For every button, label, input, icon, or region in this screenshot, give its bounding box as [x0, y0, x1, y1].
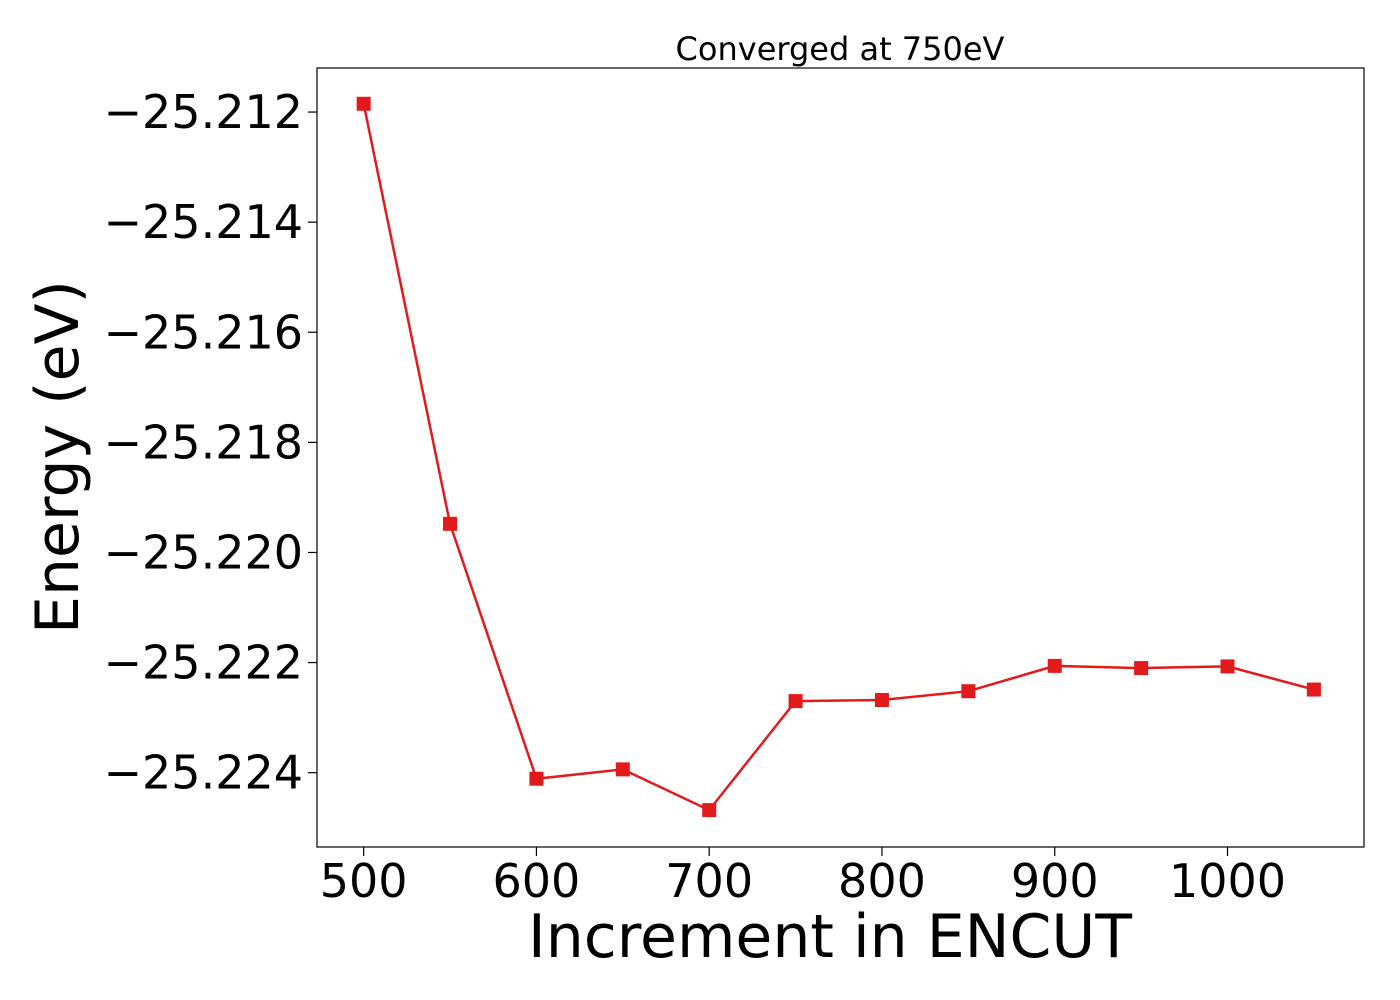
data-point — [961, 684, 976, 699]
x-axis-title: Increment in ENCUT — [528, 902, 1132, 972]
x-tick-label: 600 — [493, 854, 581, 908]
data-point — [1220, 659, 1235, 674]
data-point — [1047, 658, 1062, 673]
x-tick-label: 500 — [320, 854, 408, 908]
x-tick-label: 1000 — [1169, 854, 1286, 908]
y-tick-label: −25.212 — [104, 85, 304, 139]
data-point — [874, 693, 889, 708]
y-axis-ticks: −25.212 −25.214 −25.216 −25.218 −25.220 −25.2… — [104, 85, 317, 800]
data-point — [443, 516, 458, 531]
series-layer — [356, 96, 1321, 818]
data-point — [356, 96, 371, 111]
series-line — [362, 103, 1315, 812]
data-point — [1134, 661, 1149, 676]
y-axis-title: Energy (eV) — [23, 280, 93, 634]
x-tick-label: 700 — [665, 854, 753, 908]
x-tick-label: 800 — [838, 854, 926, 908]
y-tick-label: −25.220 — [104, 525, 304, 579]
x-tick-label: 900 — [1011, 854, 1099, 908]
data-point — [702, 803, 717, 818]
data-point — [529, 771, 544, 786]
y-tick-label: −25.214 — [104, 195, 304, 249]
y-tick-label: −25.216 — [104, 305, 304, 359]
y-tick-label: −25.218 — [104, 415, 304, 469]
y-tick-label: −25.222 — [104, 636, 304, 690]
y-tick-label: −25.224 — [104, 746, 304, 800]
data-point — [615, 762, 630, 777]
data-point — [788, 694, 803, 709]
chart-title: Converged at 750eV — [676, 30, 1005, 68]
plot-frame — [316, 67, 1365, 848]
data-point — [1306, 682, 1321, 697]
x-axis-ticks: 500 600 700 800 900 1000 — [320, 847, 1286, 908]
